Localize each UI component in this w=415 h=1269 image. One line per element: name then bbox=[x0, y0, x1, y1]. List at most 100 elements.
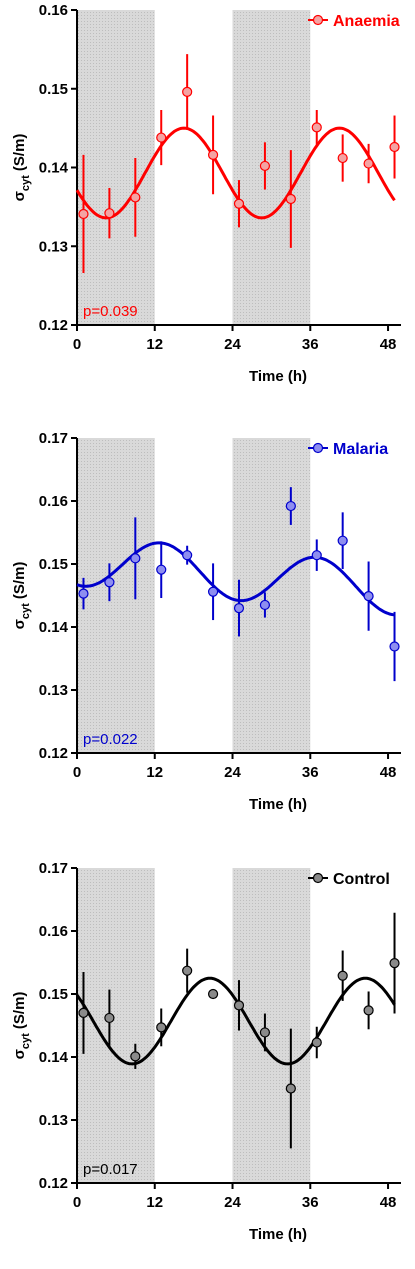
p-value-label: p=0.022 bbox=[83, 731, 138, 748]
legend-marker bbox=[312, 14, 324, 26]
data-point bbox=[311, 122, 322, 133]
y-tick-label: 0.13 bbox=[39, 682, 68, 699]
data-point bbox=[207, 149, 219, 160]
y-tick-label: 0.15 bbox=[39, 81, 68, 98]
data-point bbox=[389, 141, 400, 153]
x-axis-title: Time (h) bbox=[249, 1226, 307, 1243]
data-point bbox=[182, 550, 193, 561]
p-value-label: p=0.039 bbox=[83, 303, 138, 320]
data-point bbox=[363, 158, 374, 169]
y-tick-label: 0.12 bbox=[39, 745, 68, 762]
dark-period-band bbox=[77, 10, 155, 325]
malaria-chart: 0.12 0.13 0.14 0.15 0.16 0.17 0 12 24 36 48 Time (h… bbox=[11, 430, 401, 813]
data-point bbox=[207, 586, 219, 597]
data-point bbox=[78, 588, 89, 599]
data-point bbox=[363, 1005, 374, 1016]
data-point bbox=[311, 1037, 322, 1048]
y-axis-title-subscript: cyt bbox=[20, 603, 32, 619]
dark-period-band bbox=[77, 438, 155, 753]
control-chart: 0.12 0.13 0.14 0.15 0.16 0.17 0 12 24 36 48 Time (h… bbox=[11, 860, 401, 1243]
legend-label: Control bbox=[333, 871, 390, 888]
x-tick-label: 12 bbox=[146, 1194, 163, 1211]
data-point bbox=[130, 1051, 141, 1062]
y-tick-label: 0.16 bbox=[39, 493, 68, 510]
x-tick-label: 12 bbox=[146, 764, 163, 781]
data-point bbox=[285, 1083, 296, 1094]
data-point bbox=[182, 965, 193, 976]
data-point bbox=[259, 599, 271, 611]
x-axis-title: Time (h) bbox=[249, 796, 307, 813]
y-axis-title: σcyt (S/m) bbox=[11, 562, 32, 630]
x-tick-label: 0 bbox=[73, 336, 81, 353]
x-tick-label: 48 bbox=[380, 336, 397, 353]
data-point bbox=[337, 152, 348, 164]
x-axis-title: Time (h) bbox=[249, 368, 307, 385]
legend-marker bbox=[312, 442, 324, 454]
data-point bbox=[182, 86, 193, 98]
data-point bbox=[156, 564, 167, 575]
data-point bbox=[156, 132, 167, 143]
fit-curve bbox=[76, 541, 395, 617]
legend-label: Malaria bbox=[333, 441, 388, 458]
y-tick-label: 0.17 bbox=[39, 860, 68, 877]
legend-label: Anaemia bbox=[333, 13, 400, 30]
y-axis-title-unit: (S/m) bbox=[11, 992, 28, 1034]
y-tick-label: 0.15 bbox=[39, 556, 68, 573]
x-tick-label: 48 bbox=[380, 764, 397, 781]
y-tick-label: 0.13 bbox=[39, 238, 68, 255]
data-point bbox=[156, 1022, 167, 1033]
y-tick-label: 0.15 bbox=[39, 986, 68, 1003]
y-tick-label: 0.13 bbox=[39, 1112, 68, 1129]
y-tick-label: 0.17 bbox=[39, 430, 68, 447]
data-point bbox=[337, 535, 348, 546]
x-tick-label: 24 bbox=[224, 1194, 241, 1211]
data-point bbox=[285, 193, 296, 205]
data-point bbox=[233, 1000, 245, 1011]
y-axis-title: σcyt (S/m) bbox=[11, 992, 32, 1060]
data-point bbox=[130, 192, 141, 203]
data-point bbox=[78, 1007, 89, 1018]
data-point bbox=[285, 500, 296, 512]
data-point bbox=[389, 958, 400, 969]
data-point bbox=[363, 591, 374, 602]
data-point bbox=[78, 208, 89, 220]
dark-period-band bbox=[232, 438, 311, 753]
p-value-label: p=0.017 bbox=[83, 1161, 138, 1178]
dark-period-band bbox=[77, 868, 155, 1183]
fit-curve bbox=[75, 126, 396, 220]
data-point bbox=[259, 1027, 271, 1038]
data-point bbox=[233, 603, 245, 614]
legend-marker bbox=[312, 872, 324, 884]
dark-period-band bbox=[232, 868, 311, 1183]
data-point bbox=[389, 641, 400, 652]
y-axis-title-symbol: σ bbox=[11, 1049, 28, 1059]
data-point bbox=[233, 198, 245, 209]
data-point bbox=[104, 1012, 115, 1024]
data-point bbox=[311, 550, 322, 561]
y-tick-label: 0.16 bbox=[39, 2, 68, 19]
data-point bbox=[130, 553, 141, 564]
y-axis-title-unit: (S/m) bbox=[11, 134, 28, 176]
y-tick-label: 0.14 bbox=[39, 619, 69, 636]
x-tick-label: 36 bbox=[302, 1194, 319, 1211]
y-axis-title-unit: (S/m) bbox=[11, 562, 28, 604]
y-axis-title-symbol: σ bbox=[11, 619, 28, 629]
data-point bbox=[337, 970, 348, 981]
x-tick-label: 48 bbox=[380, 1194, 397, 1211]
y-axis-title-subscript: cyt bbox=[20, 175, 32, 191]
x-tick-label: 24 bbox=[224, 764, 241, 781]
x-tick-label: 0 bbox=[73, 764, 81, 781]
x-tick-label: 36 bbox=[302, 764, 319, 781]
y-axis-title: σcyt (S/m) bbox=[11, 134, 32, 202]
fit-curve bbox=[75, 976, 396, 1066]
x-tick-label: 24 bbox=[224, 336, 241, 353]
data-point bbox=[104, 577, 115, 588]
y-tick-label: 0.12 bbox=[39, 1175, 68, 1192]
y-tick-label: 0.12 bbox=[39, 317, 68, 334]
dark-period-band bbox=[232, 10, 311, 325]
data-point bbox=[104, 208, 115, 219]
y-tick-label: 0.14 bbox=[39, 1049, 69, 1066]
y-tick-label: 0.14 bbox=[39, 160, 69, 177]
data-point bbox=[207, 988, 219, 1000]
anaemia-chart: 0.12 0.13 0.14 0.15 0.16 0 12 24 36 48 Time (h) σcy… bbox=[11, 2, 401, 385]
